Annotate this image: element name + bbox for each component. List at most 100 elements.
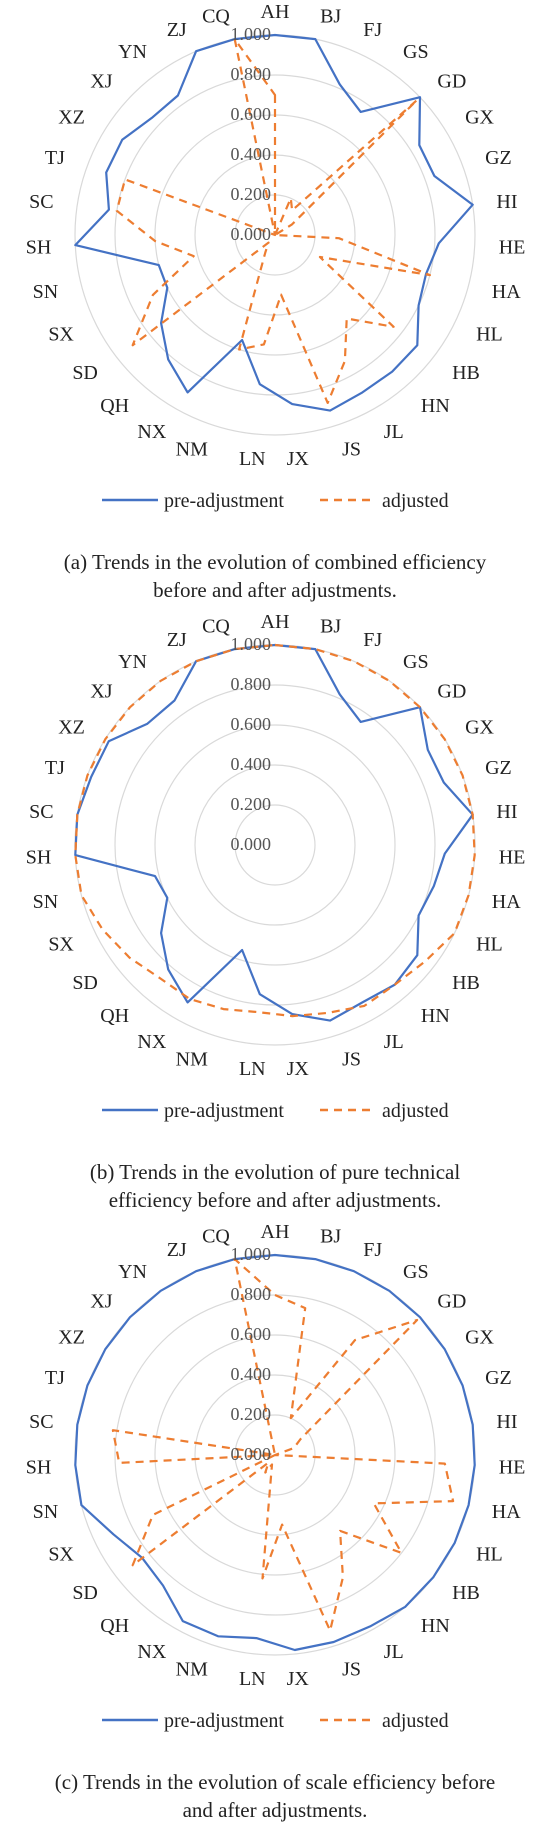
legend-label-adjusted: adjusted — [382, 1710, 449, 1732]
chart-legend: pre-adjustment adjusted — [102, 1710, 449, 1732]
category-label-qh: QH — [100, 1615, 129, 1637]
category-label-yn: YN — [118, 1261, 147, 1283]
series-line-adjusted — [115, 37, 431, 404]
caption-c: (c) Trends in the evolution of scale eff… — [0, 1768, 550, 1824]
category-label-sc: SC — [29, 801, 53, 823]
category-label-gx: GX — [465, 1327, 494, 1349]
category-label-bj: BJ — [320, 6, 341, 28]
caption-a: (a) Trends in the evolution of combined … — [0, 548, 550, 604]
category-label-hb: HB — [452, 1582, 480, 1604]
category-label-xj: XJ — [90, 681, 112, 703]
category-label-hn: HN — [421, 1615, 450, 1637]
category-label-qh: QH — [100, 1005, 129, 1027]
category-label-ln: LN — [239, 1058, 266, 1080]
radar-panel-c: 0.000 0.200 0.400 0.600 0.800 1.000 AH BJ FJ GS GD… — [0, 1220, 550, 1822]
series-line-adjusted — [74, 643, 476, 1018]
category-label-hl: HL — [476, 324, 503, 346]
category-label-sn: SN — [33, 1501, 59, 1523]
category-label-xz: XZ — [58, 717, 85, 739]
category-label-gd: GD — [437, 681, 466, 703]
category-label-hb: HB — [452, 972, 480, 994]
category-label-sx: SX — [48, 324, 74, 346]
category-label-jx: JX — [287, 448, 310, 470]
category-label-gz: GZ — [485, 1367, 512, 1389]
caption-c-line-2: and after adjustments. — [182, 1798, 368, 1822]
category-label-xj: XJ — [90, 1291, 112, 1313]
category-label-hl: HL — [476, 934, 503, 956]
radar-panel-b: 0.000 0.200 0.400 0.600 0.800 1.000 AH BJ FJ GS GD… — [0, 610, 550, 1212]
category-label-xz: XZ — [58, 107, 85, 129]
category-label-cq: CQ — [202, 616, 230, 638]
tick-label: 0.400 — [231, 754, 272, 774]
category-label-ah: AH — [261, 611, 290, 633]
category-label-cq: CQ — [202, 6, 230, 28]
category-label-nx: NX — [137, 421, 166, 443]
tick-label: 0.600 — [231, 714, 272, 734]
category-label-sn: SN — [33, 891, 59, 913]
category-label-fj: FJ — [363, 629, 382, 651]
tick-label: 0.400 — [231, 1364, 272, 1384]
category-label-js: JS — [342, 439, 361, 461]
category-label-zj: ZJ — [167, 19, 187, 41]
tick-label: 0.800 — [231, 1284, 272, 1304]
category-label-yn: YN — [118, 651, 147, 673]
gridline-circle — [114, 74, 436, 396]
legend-label-pre-adjustment: pre-adjustment — [164, 1100, 284, 1122]
category-label-jl: JL — [384, 421, 404, 443]
category-label-sh: SH — [26, 1456, 52, 1478]
category-label-tj: TJ — [45, 147, 65, 169]
tick-label: 0.000 — [231, 834, 272, 854]
category-label-js: JS — [342, 1659, 361, 1681]
legend-label-adjusted: adjusted — [382, 490, 449, 512]
category-label-sh: SH — [26, 236, 52, 258]
series-line-pre-adjustment — [74, 643, 474, 1022]
category-label-sx: SX — [48, 934, 74, 956]
category-label-ah: AH — [261, 1221, 290, 1243]
legend-label-pre-adjustment: pre-adjustment — [164, 490, 284, 512]
series-line-pre-adjustment — [74, 1253, 476, 1652]
category-label-ln: LN — [239, 1668, 266, 1690]
tick-label: 0.200 — [231, 1404, 272, 1424]
gridline-circle — [194, 1374, 356, 1536]
gridline-circle — [154, 1334, 396, 1576]
tick-label: 0.200 — [231, 184, 272, 204]
tick-label: 1.000 — [231, 24, 272, 44]
caption-a-line-1: (a) Trends in the evolution of combined … — [63, 550, 487, 574]
radial-tick-labels: 0.000 0.200 0.400 0.600 0.800 1.000 — [231, 634, 272, 854]
category-label-sd: SD — [72, 362, 98, 384]
gridline-circle — [74, 644, 476, 1046]
category-label-tj: TJ — [45, 757, 65, 779]
gridline-circle — [194, 764, 356, 926]
gridline-circle — [234, 1414, 316, 1496]
category-label-jx: JX — [287, 1058, 310, 1080]
radar-panel-a: 0.000 0.200 0.400 0.600 0.800 1.000 AH BJ FJ GS GD… — [0, 0, 550, 602]
tick-label: 0.600 — [231, 104, 272, 124]
category-label-hi: HI — [496, 1411, 517, 1433]
category-label-bj: BJ — [320, 616, 341, 638]
category-label-zj: ZJ — [167, 629, 187, 651]
category-label-hl: HL — [476, 1544, 503, 1566]
tick-label: 1.000 — [231, 1244, 272, 1264]
category-label-gz: GZ — [485, 147, 512, 169]
category-label-nx: NX — [137, 1031, 166, 1053]
category-label-sx: SX — [48, 1544, 74, 1566]
radial-tick-labels: 0.000 0.200 0.400 0.600 0.800 1.000 — [231, 24, 272, 244]
category-label-hb: HB — [452, 362, 480, 384]
tick-label: 0.800 — [231, 674, 272, 694]
caption-b: (b) Trends in the evolution of pure tech… — [0, 1158, 550, 1214]
category-label-nx: NX — [137, 1641, 166, 1663]
radial-tick-labels: 0.000 0.200 0.400 0.600 0.800 1.000 — [231, 1244, 272, 1464]
category-label-ah: AH — [261, 1, 290, 23]
category-label-jx: JX — [287, 1668, 310, 1690]
gridline-circle — [234, 804, 316, 886]
legend-label-pre-adjustment: pre-adjustment — [164, 1710, 284, 1732]
legend-label-adjusted: adjusted — [382, 1100, 449, 1122]
tick-label: 0.800 — [231, 64, 272, 84]
category-label-zj: ZJ — [167, 1239, 187, 1261]
tick-label: 0.600 — [231, 1324, 272, 1344]
category-label-hn: HN — [421, 395, 450, 417]
